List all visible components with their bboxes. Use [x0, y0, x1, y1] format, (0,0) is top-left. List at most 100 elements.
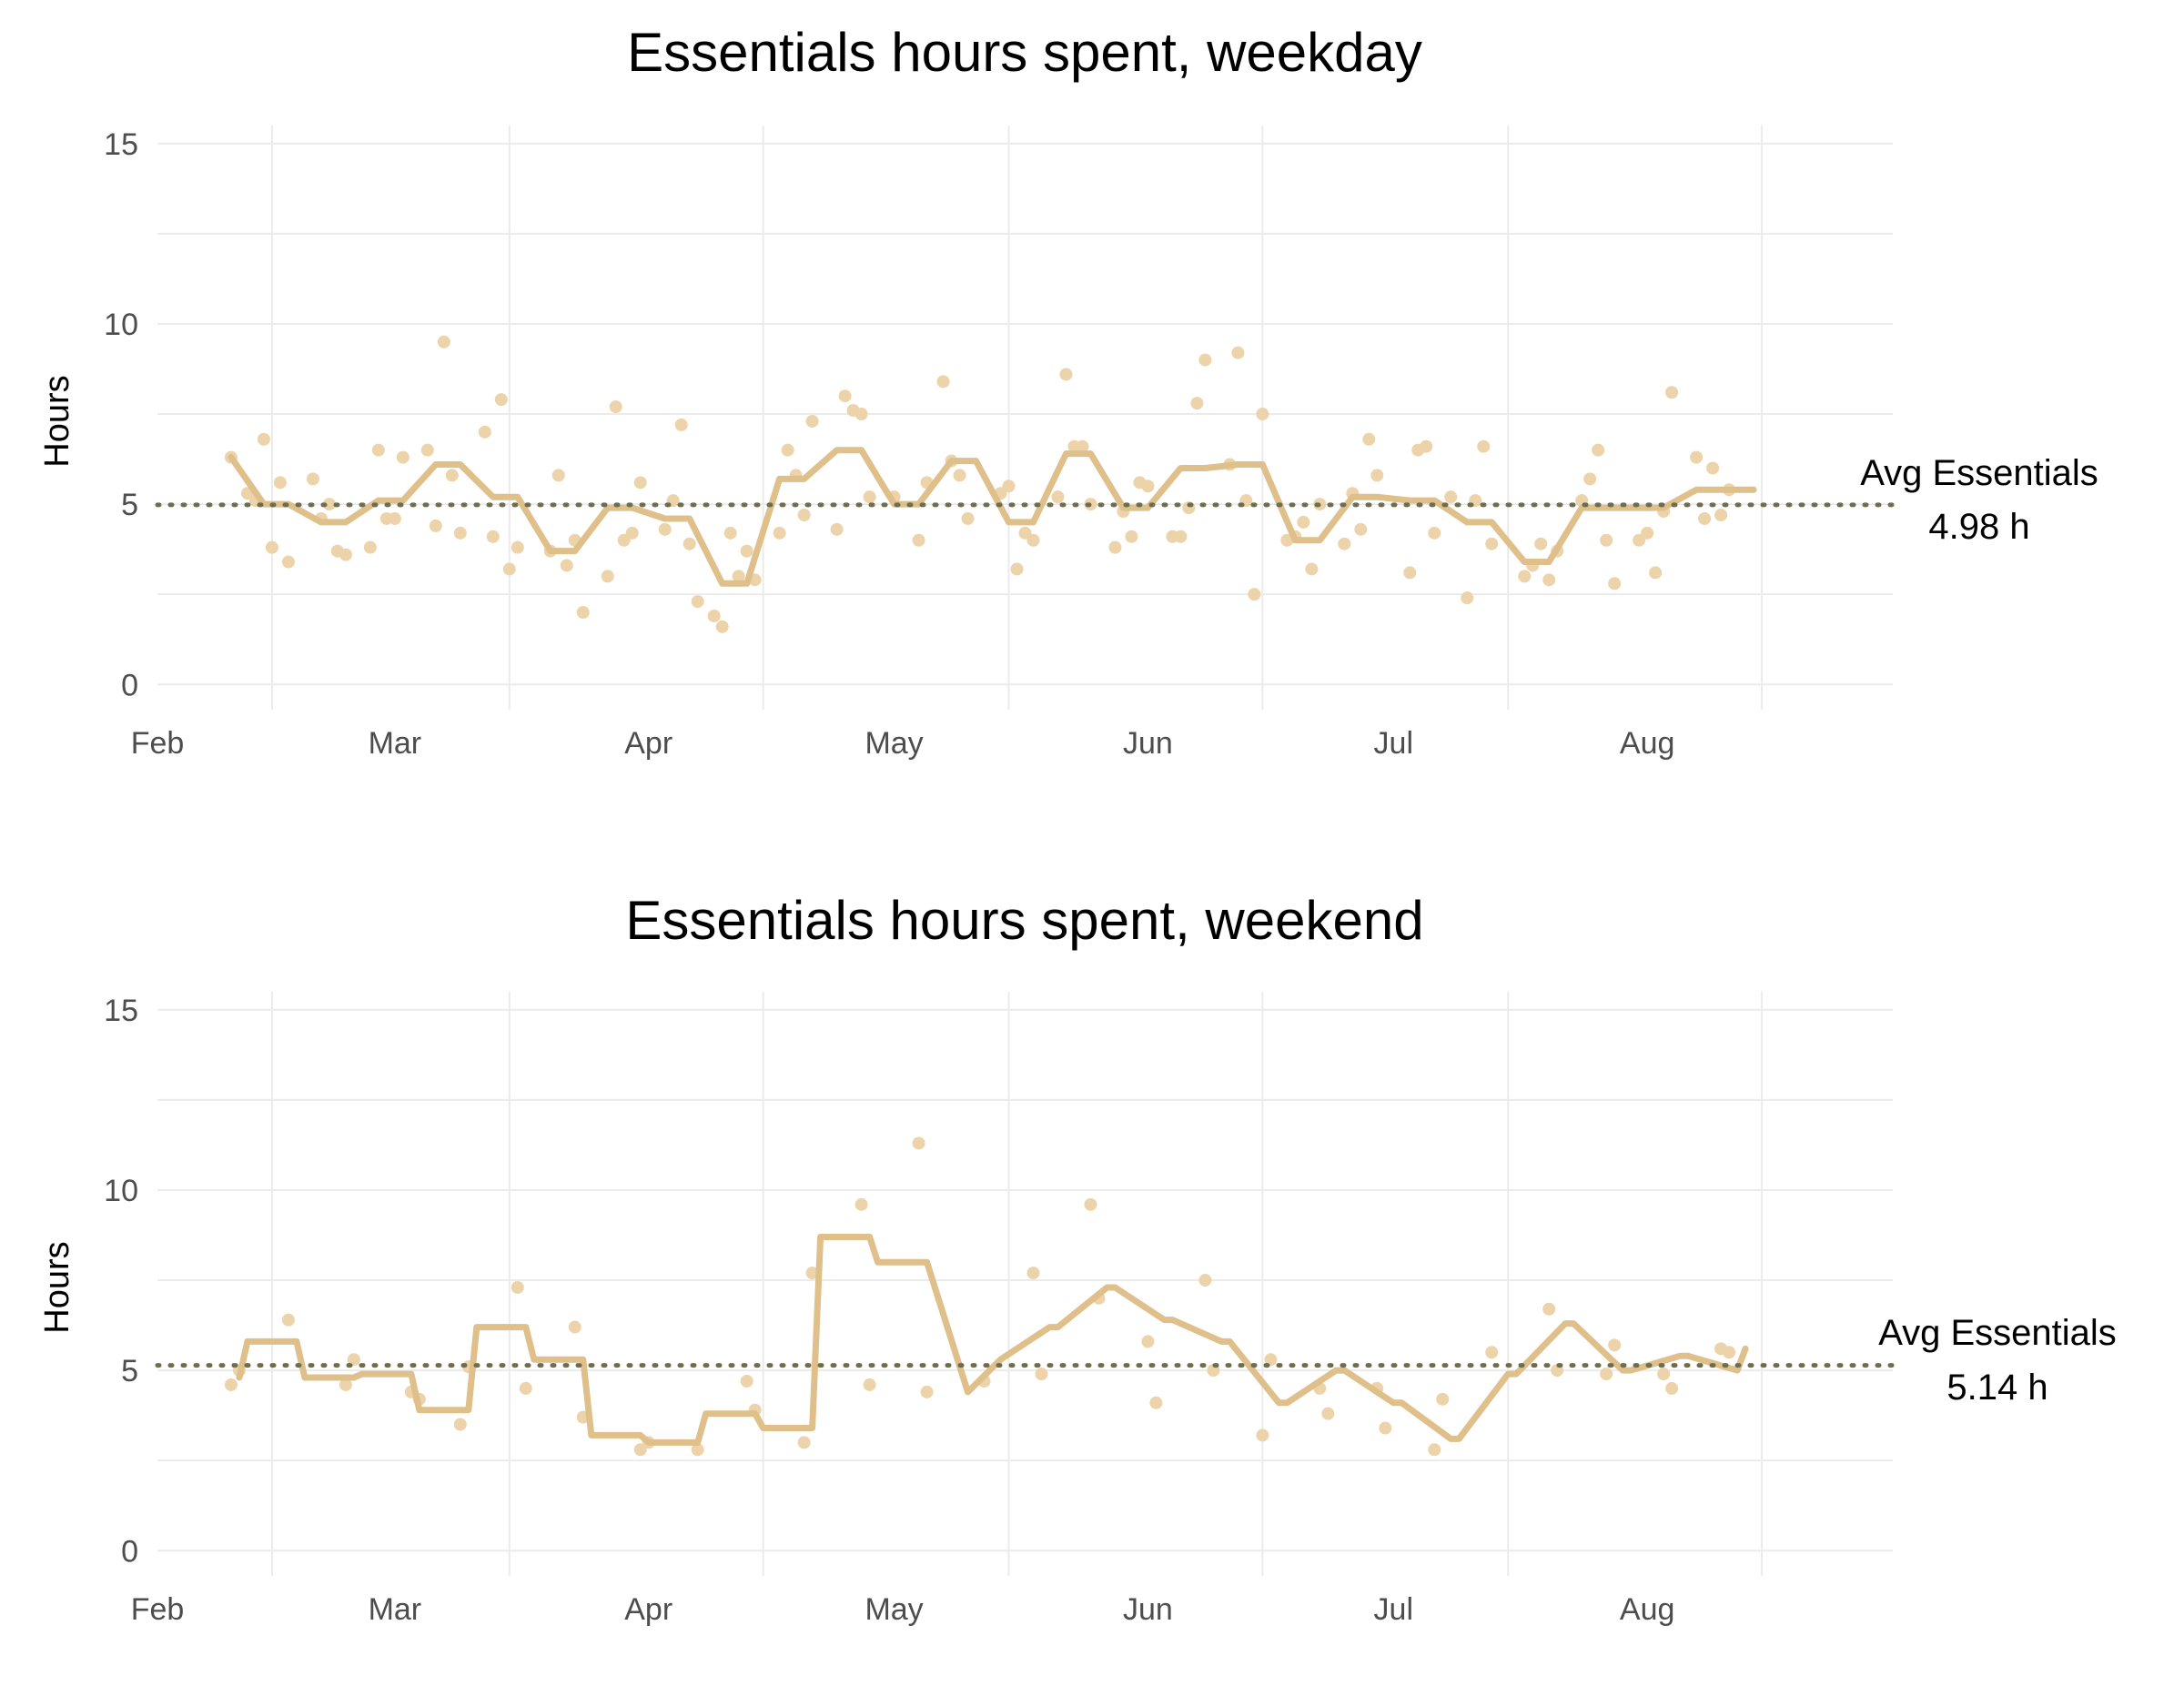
data-point — [273, 476, 287, 490]
data-point — [674, 418, 688, 431]
x-tick-label: May — [864, 726, 923, 761]
data-point — [1542, 573, 1556, 587]
data-point — [1141, 1335, 1155, 1348]
x-tick-label: Feb — [131, 726, 185, 761]
data-point — [601, 570, 614, 583]
data-point — [429, 519, 442, 532]
average-label: Avg Essentials — [1878, 1313, 2117, 1353]
data-point — [625, 526, 639, 540]
average-value-label: 5.14 h — [1946, 1368, 2048, 1408]
data-point — [1534, 537, 1548, 550]
data-point — [1002, 479, 1016, 493]
data-point — [347, 1353, 360, 1367]
data-point — [1714, 509, 1728, 521]
data-point — [1657, 1368, 1671, 1381]
data-point — [453, 1418, 467, 1431]
data-point — [486, 530, 500, 543]
data-point — [1362, 432, 1376, 446]
data-point — [1174, 530, 1188, 543]
weekly-average-line — [236, 1234, 1749, 1446]
x-tick-label: Aug — [1620, 726, 1675, 761]
data-point — [1649, 566, 1663, 580]
data-point — [740, 1375, 753, 1388]
data-point — [1354, 522, 1368, 536]
chart-title: Essentials hours spent, weekday — [627, 22, 1422, 83]
data-point — [854, 1197, 868, 1211]
y-tick-label: 15 — [104, 994, 138, 1028]
x-tick-label: Jun — [1123, 1592, 1173, 1627]
data-point — [1444, 490, 1458, 504]
data-point — [339, 548, 352, 561]
data-point — [1608, 1338, 1622, 1352]
data-point — [1190, 397, 1204, 410]
data-point — [1108, 540, 1122, 554]
data-point — [1010, 562, 1024, 576]
data-point — [633, 476, 647, 490]
data-point — [371, 443, 385, 457]
y-tick-label: 0 — [121, 1534, 138, 1569]
data-point — [691, 595, 704, 609]
data-point — [920, 1385, 934, 1398]
data-point — [936, 375, 950, 389]
data-point — [1084, 1197, 1097, 1211]
data-point — [396, 450, 410, 464]
data-point — [740, 544, 753, 558]
y-axis-label: Hours — [38, 375, 76, 467]
data-point — [306, 472, 319, 486]
x-tick-label: Jul — [1374, 726, 1413, 761]
data-point — [1690, 450, 1704, 464]
data-point — [797, 509, 811, 521]
data-point — [478, 425, 491, 439]
weekly-average-line — [228, 447, 1757, 587]
data-point — [1125, 530, 1138, 543]
chart-title: Essentials hours spent, weekend — [625, 890, 1423, 951]
x-tick-label: Aug — [1620, 1592, 1675, 1627]
x-tick-label: Jul — [1374, 1592, 1413, 1627]
data-point — [224, 1378, 238, 1391]
data-point — [1428, 1443, 1441, 1457]
y-axis-label: Hours — [38, 1241, 76, 1333]
data-point — [1403, 566, 1417, 580]
data-point — [511, 540, 524, 554]
chart-panel-2: Essentials hours spent, weekend Hours 0 5 10… — [38, 890, 2117, 1627]
data-point — [1141, 479, 1155, 493]
data-point — [494, 393, 508, 407]
data-point — [388, 511, 401, 525]
data-point — [723, 526, 737, 540]
data-point — [568, 1320, 581, 1334]
data-point — [781, 443, 794, 457]
data-point — [1338, 537, 1351, 550]
data-point — [609, 400, 622, 414]
y-tick-label: 5 — [121, 1354, 138, 1388]
data-point — [1370, 469, 1384, 482]
data-point — [1076, 439, 1089, 453]
data-point — [576, 606, 590, 619]
data-point — [511, 1280, 524, 1294]
x-tick-label: Mar — [369, 726, 422, 761]
data-point — [953, 469, 966, 482]
data-point — [1485, 537, 1499, 550]
data-point — [707, 609, 721, 622]
data-point — [1297, 515, 1310, 529]
y-tick-label: 5 — [121, 488, 138, 522]
x-tick-label: Apr — [624, 726, 672, 761]
data-point — [339, 1378, 352, 1391]
average-value-label: 4.98 h — [1928, 507, 2029, 547]
data-point — [519, 1381, 532, 1395]
data-point — [715, 620, 729, 633]
x-tick-label: Apr — [624, 1592, 672, 1627]
data-point — [1542, 1302, 1556, 1316]
data-point — [1641, 526, 1654, 540]
data-point — [1379, 1421, 1392, 1435]
data-point — [1231, 346, 1245, 359]
data-point — [1321, 1407, 1335, 1420]
y-tick-label: 15 — [104, 127, 138, 162]
data-point — [682, 537, 696, 550]
data-point — [551, 469, 565, 482]
data-point — [1583, 472, 1597, 486]
data-point — [1035, 1368, 1048, 1381]
y-tick-label: 10 — [104, 308, 138, 342]
data-point — [1706, 461, 1720, 475]
data-point — [732, 570, 745, 583]
data-point — [1436, 1392, 1450, 1406]
